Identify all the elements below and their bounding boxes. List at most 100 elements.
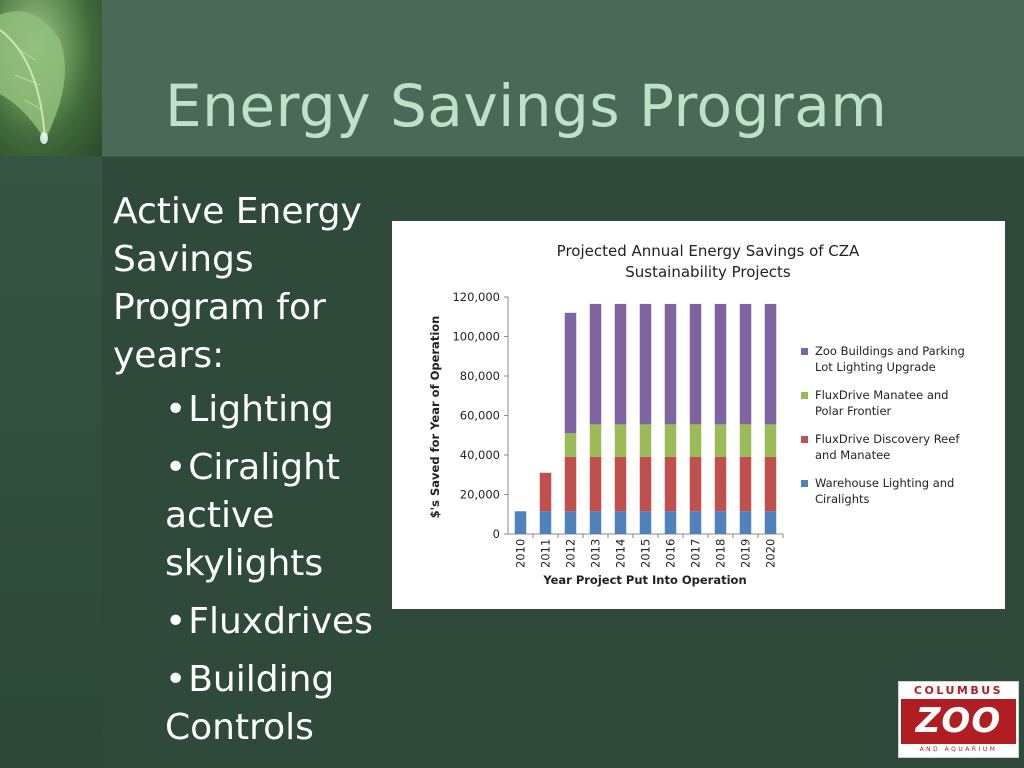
bar-segment	[714, 511, 727, 534]
bullet-item: •Fluxdrives	[165, 598, 393, 646]
bar-segment	[564, 456, 577, 512]
bar-segment	[764, 303, 777, 425]
slide-title: Energy Savings Program	[165, 72, 888, 140]
bullet-text: Fluxdrives	[188, 601, 373, 642]
x-tick-label: 2015	[639, 539, 653, 568]
legend: Zoo Buildings and Parking Lot Lighting Up…	[801, 344, 965, 506]
legend-label: FluxDrive Discovery Reef	[815, 432, 960, 446]
slide-body: Active Energy Savings Program for years:…	[113, 188, 393, 762]
x-tick-label: 2018	[714, 539, 728, 568]
chart-title-line: Projected Annual Energy Savings of CZA	[557, 242, 860, 260]
plot-area: 0 20,000 40,000 60,000 80,000 100,000 120,000 2…	[452, 290, 784, 568]
x-tick-label: 2013	[589, 539, 603, 568]
bar-segment	[664, 424, 677, 457]
bullet-item: •Ciralight active skylights	[165, 444, 393, 588]
bar-segment	[589, 456, 602, 512]
bullet-text: Lighting	[188, 389, 334, 430]
leaf-image	[0, 0, 102, 156]
bar-segment	[714, 456, 727, 512]
y-tick-label: 120,000	[452, 290, 500, 304]
y-tick-label: 100,000	[452, 330, 500, 344]
legend-label: Polar Frontier	[815, 404, 892, 418]
bullet-glyph: •	[165, 389, 187, 430]
legend-label: Zoo Buildings and Parking	[815, 344, 965, 358]
bar-segment	[539, 472, 552, 512]
legend-label: Lot Lighting Upgrade	[815, 360, 936, 374]
x-tick-label: 2014	[614, 539, 628, 568]
bar-segment	[639, 303, 652, 425]
bar-segment	[639, 456, 652, 512]
bar-segment	[514, 511, 527, 534]
stacked-bar-chart: Projected Annual Energy Savings of CZA S…	[428, 242, 965, 587]
bar-segment	[664, 456, 677, 512]
legend-swatch	[801, 392, 808, 399]
bar-segment	[639, 424, 652, 457]
legend-swatch	[801, 436, 808, 443]
bar-segment	[664, 511, 677, 534]
x-tick-label: 2016	[664, 539, 678, 568]
bar-segment	[589, 303, 602, 425]
bar-segment	[764, 424, 777, 457]
bullet-glyph: •	[165, 601, 187, 642]
bar-segment	[739, 511, 752, 534]
bullet-text: Building Controls	[165, 659, 335, 748]
columbus-zoo-logo: COLUMBUS ZOO AND AQUARIUM	[898, 681, 1019, 758]
legend-label: Warehouse Lighting and	[815, 476, 954, 490]
bar-segment	[689, 511, 702, 534]
bar-segment	[564, 511, 577, 534]
legend-label: Ciralights	[815, 492, 869, 506]
bar-segment	[589, 424, 602, 457]
y-tick-label: 0	[493, 527, 500, 541]
bar-segment	[614, 303, 627, 425]
bar-segment	[689, 456, 702, 512]
bullet-item: •Building Controls	[165, 656, 393, 752]
bar-segment	[714, 424, 727, 457]
bullet-glyph: •	[165, 659, 187, 700]
bar-segment	[564, 433, 577, 457]
legend-label: FluxDrive Manatee and	[815, 388, 948, 402]
y-tick-label: 40,000	[460, 448, 500, 462]
bar-segment	[714, 303, 727, 425]
bar-segment	[764, 511, 777, 534]
x-tick-label: 2017	[689, 539, 703, 568]
bar-segment	[639, 511, 652, 534]
logo-bottom-text: AND AQUARIUM	[901, 744, 1016, 755]
logo-top-text: COLUMBUS	[901, 684, 1016, 698]
y-tick-label: 20,000	[460, 488, 500, 502]
legend-swatch	[801, 348, 808, 355]
x-axis-label: Year Project Put Into Operation	[542, 573, 746, 587]
header-band	[0, 0, 1024, 157]
logo-main-text: ZOO	[901, 699, 1016, 744]
bar-segment	[739, 424, 752, 457]
chart-panel: Projected Annual Energy Savings of CZA S…	[392, 221, 1005, 609]
bullet-list: •Lighting •Ciralight active skylights •F…	[113, 386, 393, 752]
y-tick-label: 80,000	[460, 369, 500, 383]
bar-segment	[614, 456, 627, 512]
bar-segment	[689, 303, 702, 425]
bar-segment	[764, 456, 777, 512]
x-tick-label: 2011	[539, 539, 553, 568]
bullet-item: •Lighting	[165, 386, 393, 434]
intro-text: Active Energy Savings Program for years:	[113, 191, 362, 376]
x-tick-label: 2010	[514, 539, 528, 568]
bar-segment	[739, 303, 752, 425]
y-axis-label: $'s Saved for Year of Operation	[428, 316, 442, 519]
bar-segment	[614, 424, 627, 457]
bar-segment	[589, 511, 602, 534]
legend-label: and Manatee	[815, 448, 890, 462]
bar-segment	[689, 424, 702, 457]
chart-title-line: Sustainability Projects	[625, 263, 791, 281]
bar-segment	[739, 456, 752, 512]
bar-segment	[664, 303, 677, 425]
left-decor-strip	[0, 156, 102, 768]
bar-segment	[539, 511, 552, 534]
x-tick-label: 2019	[739, 539, 753, 568]
legend-swatch	[801, 480, 808, 487]
bullet-glyph: •	[165, 447, 187, 488]
x-tick-label: 2012	[564, 539, 578, 568]
bar-segment	[614, 511, 627, 534]
x-tick-label: 2020	[764, 539, 778, 568]
bar-segment	[564, 312, 577, 434]
bullet-text: Ciralight active skylights	[165, 447, 341, 584]
